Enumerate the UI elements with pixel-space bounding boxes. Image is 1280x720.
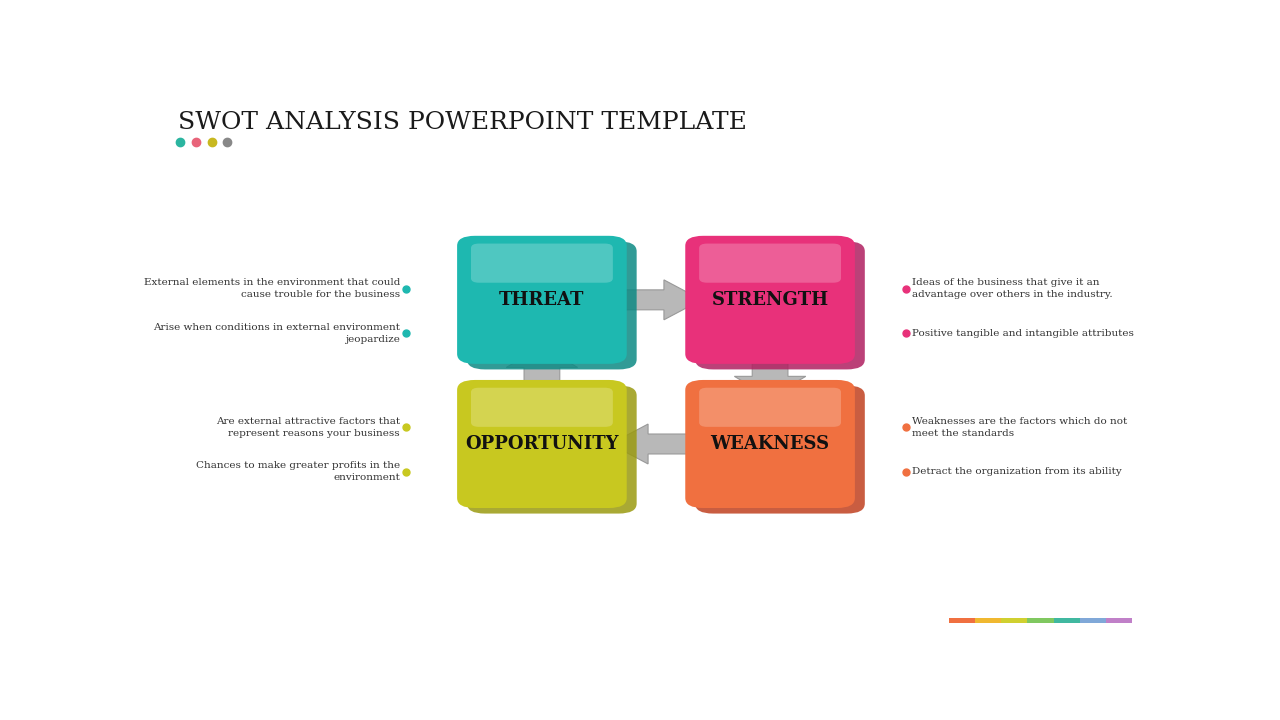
Text: Arise when conditions in external environment
jeopardize: Arise when conditions in external enviro… [154,323,401,343]
FancyBboxPatch shape [471,243,613,283]
Text: WEAKNESS: WEAKNESS [710,435,829,453]
Text: SWOT ANALYSIS POWERPOINT TEMPLATE: SWOT ANALYSIS POWERPOINT TEMPLATE [178,112,746,135]
FancyBboxPatch shape [685,236,855,364]
FancyBboxPatch shape [467,241,636,369]
Bar [975,618,1001,623]
Text: Ideas of the business that give it an
advantage over others in the industry.: Ideas of the business that give it an ad… [911,279,1112,299]
FancyBboxPatch shape [471,387,613,427]
FancyBboxPatch shape [457,380,627,508]
Polygon shape [506,346,577,397]
FancyBboxPatch shape [695,241,865,369]
Bar [1106,618,1132,623]
Bar [948,618,975,623]
Bar [1080,618,1106,623]
FancyBboxPatch shape [699,387,841,427]
Text: Detract the organization from its ability: Detract the organization from its abilit… [911,467,1121,476]
Bar [1001,618,1028,623]
Text: STRENGTH: STRENGTH [712,291,828,309]
FancyBboxPatch shape [699,243,841,283]
Text: Chances to make greater profits in the
environment: Chances to make greater profits in the e… [196,462,401,482]
FancyBboxPatch shape [467,385,636,513]
Bar [1028,618,1053,623]
Text: Weaknesses are the factors which do not
meet the standards: Weaknesses are the factors which do not … [911,417,1128,438]
Text: OPPORTUNITY: OPPORTUNITY [465,435,618,453]
Polygon shape [611,280,701,320]
Polygon shape [735,346,806,397]
Text: Are external attractive factors that
represent reasons your business: Are external attractive factors that rep… [216,417,401,438]
Bar [1053,618,1080,623]
Polygon shape [611,424,701,464]
FancyBboxPatch shape [695,385,865,513]
FancyBboxPatch shape [457,236,627,364]
Text: External elements in the environment that could
cause trouble for the business: External elements in the environment tha… [143,279,401,299]
FancyBboxPatch shape [685,380,855,508]
Text: THREAT: THREAT [499,291,585,309]
Text: Positive tangible and intangible attributes: Positive tangible and intangible attribu… [911,328,1134,338]
